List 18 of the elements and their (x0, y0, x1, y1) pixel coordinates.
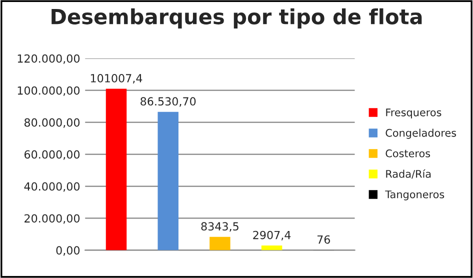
legend-label: Fresqueros (386, 108, 442, 118)
data-label: 76 (317, 235, 330, 244)
chart-title: Desembarques por tipo de flota (52, 8, 422, 29)
data-label: 2907,4 (253, 230, 291, 240)
y-tick-label: 120.000,00 (18, 54, 80, 64)
y-tick-label: 100.000,00 (18, 86, 80, 96)
data-label: 8343,5 (201, 222, 238, 232)
legend-label: Rada/Ría (386, 169, 431, 179)
y-tick-label: 40.000,00 (24, 182, 80, 192)
legend-label: Congeladores (386, 128, 456, 139)
y-tick-label: 60.000,00 (24, 150, 80, 160)
y-tick-label: 0,00 (56, 246, 80, 256)
legend-label: Costeros (386, 149, 430, 158)
data-label: 86.530,70 (140, 97, 196, 107)
data-label: 101007,4 (90, 74, 142, 84)
y-tick-label: 20.000,00 (24, 214, 80, 224)
y-tick-label: 80.000,00 (24, 118, 80, 128)
legend-label: Tangoneros (385, 190, 444, 200)
